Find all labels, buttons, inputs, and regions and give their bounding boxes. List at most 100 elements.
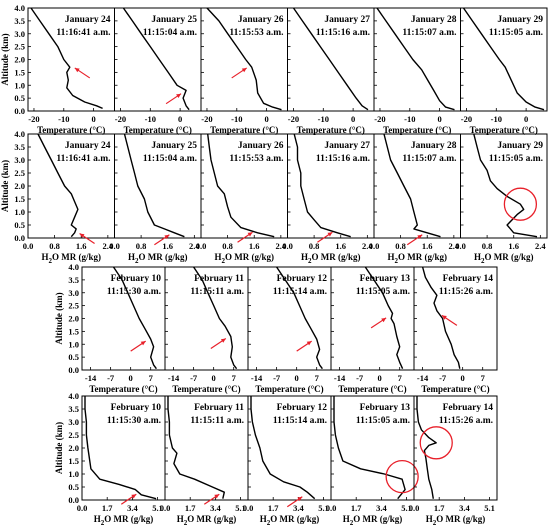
x-axis-title: Temperature (°C) xyxy=(338,384,406,394)
x-tick-label: -20 xyxy=(115,114,126,124)
x-tick-label: -10 xyxy=(58,114,69,124)
x-tick-label: 5.1 xyxy=(235,503,246,513)
panel-january-26-temperature: -20 -10 0 January 26 11:15:53 a.m. Temperatur… xyxy=(200,7,288,135)
panel-date-label: February 12 xyxy=(277,403,328,413)
red-arrow-head xyxy=(79,233,85,238)
x-axis-title: Temperature (°C) xyxy=(383,125,451,135)
y-tick-label: 2.0 xyxy=(68,314,79,324)
x-tick-label: 0.0 xyxy=(196,241,207,251)
x-tick-label: -20 xyxy=(374,114,385,124)
panel-time-label: 11:16:41 a.m. xyxy=(56,28,110,38)
panel-date-label: January 26 xyxy=(238,141,284,151)
y-tick-label: 0.0 xyxy=(68,495,79,505)
panel-time-label: 11:15:14 a.m. xyxy=(273,287,327,297)
x-tick-label: 0 xyxy=(129,373,133,383)
x-tick-label: 3.4 xyxy=(376,503,387,513)
x-tick-label: 0 xyxy=(524,114,528,124)
x-axis-title: H2O MR (g/kg) xyxy=(214,252,274,265)
profile-line xyxy=(30,7,103,110)
panel-february-13-temperature: -14 -7 0 7 February 13 11:15:05 a.m. Temperatu… xyxy=(330,266,415,394)
y-axis-title: Altitude (km) xyxy=(54,422,64,474)
y-tick-label: 2.0 xyxy=(14,181,25,191)
panel-date-label: February 10 xyxy=(111,403,162,413)
red-arrow-head xyxy=(164,234,170,240)
profile-line xyxy=(293,133,351,238)
x-axis-title: H2O MR (g/kg) xyxy=(41,252,101,265)
x-tick-label: 5.1 xyxy=(318,503,329,513)
panel-february-10-temperature: 0.0 0.5 1.0 1.5 2.0 2.5 3.0 3.5 4.0 -14 -7 0 7 Februa… xyxy=(68,262,166,394)
y-tick-label: 2.5 xyxy=(14,168,25,178)
y-tick-label: 1.5 xyxy=(68,326,79,336)
panel-time-label: 11:15:30 a.m. xyxy=(107,416,161,426)
x-tick-label: 3.4 xyxy=(293,503,304,513)
panel-time-label: 11:15:04 a.m. xyxy=(143,154,197,164)
panel-january-27-h2o: 0.0 0.8 1.6 2.4 January 27 11:15:16 a.m. H2O M… xyxy=(282,133,375,265)
x-tick-label: 2.4 xyxy=(535,241,546,251)
x-tick-label: -14 xyxy=(334,373,346,383)
x-tick-label: 0.8 xyxy=(136,241,147,251)
profile-line xyxy=(416,396,437,499)
panel-date-label: January 24 xyxy=(65,15,111,25)
red-arrow-head xyxy=(74,67,80,73)
y-tick-label: 3.5 xyxy=(68,275,79,285)
x-tick-label: 2.4 xyxy=(362,241,373,251)
panel-date-label: February 13 xyxy=(360,274,411,284)
x-tick-label: -10 xyxy=(404,114,415,124)
x-axis-title: H2O MR (g/kg) xyxy=(343,514,403,527)
panel-date-label: January 29 xyxy=(497,15,543,25)
x-tick-label: 0.8 xyxy=(309,241,320,251)
x-tick-label: 1.7 xyxy=(185,503,196,513)
panel-time-label: 11:16:41 a.m. xyxy=(56,154,110,164)
x-axis-title: Temperature (°C) xyxy=(470,125,538,135)
x-tick-label: 1.6 xyxy=(76,241,87,251)
red-arrow-head xyxy=(214,494,220,499)
red-arrow-head xyxy=(131,494,137,499)
panel-date-label: January 28 xyxy=(411,15,457,25)
x-tick-label: 0 xyxy=(351,114,355,124)
x-axis-title: Temperature (°C) xyxy=(89,384,157,394)
y-tick-label: 0.5 xyxy=(68,352,79,362)
x-axis-title: Temperature (°C) xyxy=(210,125,278,135)
panel-date-label: January 26 xyxy=(238,15,284,25)
panel-time-label: 11:15:16 a.m. xyxy=(316,28,370,38)
y-tick-label: 4.0 xyxy=(14,3,25,13)
profile-line xyxy=(383,133,441,238)
x-axis-title: Temperature (°C) xyxy=(37,125,105,135)
red-arrow-head xyxy=(306,341,312,346)
panel-date-label: February 14 xyxy=(443,274,494,284)
y-tick-label: 0.5 xyxy=(68,482,79,492)
x-tick-label: 7 xyxy=(149,373,154,383)
highlight-circle xyxy=(419,426,453,460)
red-arrow-head xyxy=(241,67,247,73)
x-tick-label: -20 xyxy=(201,114,212,124)
x-tick-label: 7 xyxy=(315,373,320,383)
x-axis-title: H2O MR (g/kg) xyxy=(474,252,534,265)
panel-february-14-temperature: -14 -7 0 7 February 14 11:15:26 a.m. Temperatu… xyxy=(413,266,498,394)
panel-date-label: January 25 xyxy=(151,15,197,25)
panel-date-label: January 29 xyxy=(497,141,543,151)
panel-january-24-h2o: 0.0 0.5 1.0 1.5 2.0 2.5 3.0 3.5 4.0 0.0 0.8 1.6 2.4 J… xyxy=(14,129,115,265)
x-tick-label: 0.0 xyxy=(326,503,337,513)
x-axis-title: H2O MR (g/kg) xyxy=(387,252,447,265)
y-tick-label: 3.0 xyxy=(14,29,25,39)
x-tick-label: 0 xyxy=(461,373,465,383)
x-tick-label: 0.0 xyxy=(77,503,88,513)
x-tick-label: -10 xyxy=(145,114,156,124)
y-tick-label: 2.0 xyxy=(14,55,25,65)
x-tick-label: 3.4 xyxy=(127,503,138,513)
x-tick-label: 0 xyxy=(264,114,268,124)
y-tick-label: 4.0 xyxy=(68,391,79,401)
x-tick-label: -14 xyxy=(417,373,429,383)
panel-time-label: 11:15:14 a.m. xyxy=(273,416,327,426)
x-axis-title: H2O MR (g/kg) xyxy=(260,514,320,527)
y-tick-label: 1.5 xyxy=(14,194,25,204)
panel-date-label: February 12 xyxy=(277,274,328,284)
y-tick-label: 3.0 xyxy=(68,288,79,298)
panel-february-10-h2o: 0.0 0.5 1.0 1.5 2.0 2.5 3.0 3.5 4.0 0.0 1.7 3.4 5.1 F… xyxy=(68,391,166,527)
y-tick-label: 0.5 xyxy=(14,93,25,103)
y-tick-label: 2.5 xyxy=(14,42,25,52)
x-tick-label: -10 xyxy=(318,114,329,124)
x-tick-label: 1.6 xyxy=(422,241,433,251)
x-axis-title: Temperature (°C) xyxy=(172,384,240,394)
y-tick-label: 0.0 xyxy=(14,233,25,243)
